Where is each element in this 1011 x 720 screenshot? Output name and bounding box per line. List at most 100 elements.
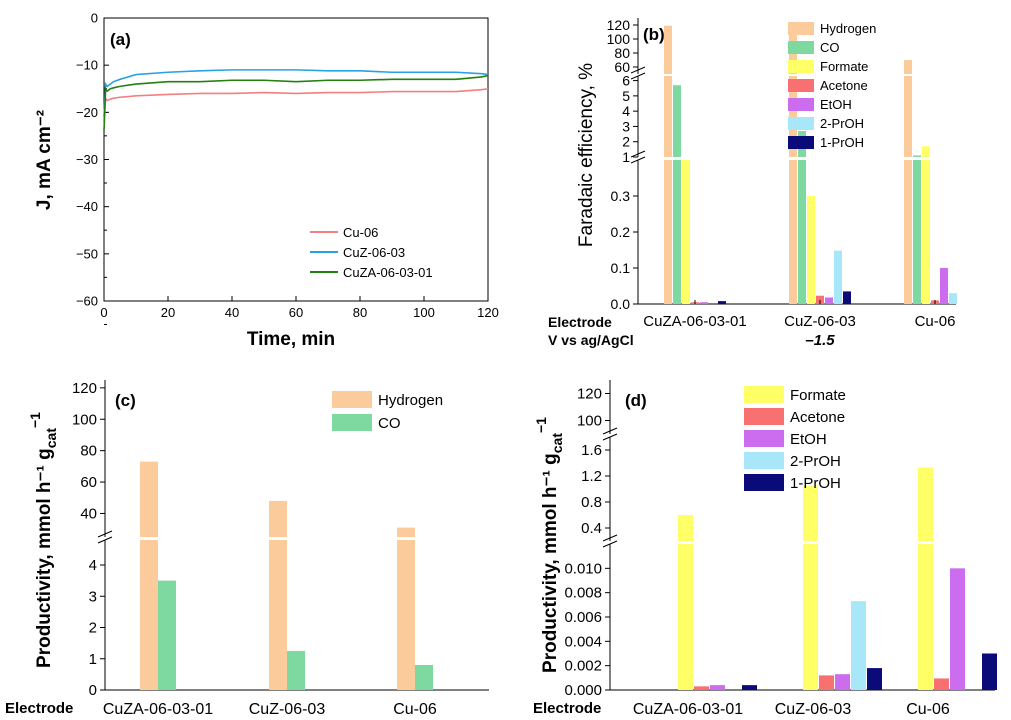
x-tick-label: 60 xyxy=(289,305,303,320)
y-tick-label: 3 xyxy=(89,588,97,605)
category-label: CuZA-06-03-01 xyxy=(643,313,746,330)
y-tick-label: 80 xyxy=(80,443,97,460)
bar-EtOH xyxy=(710,685,725,690)
bar-EtOH xyxy=(835,674,850,690)
axis-break-mark xyxy=(97,536,113,544)
panel-label: (c) xyxy=(115,391,136,410)
category-label: CuZ-06-03 xyxy=(249,701,326,718)
y-tick-label: 6 xyxy=(622,73,630,89)
y-tick-label: 0.2 xyxy=(611,224,631,240)
y-tick-label: 120 xyxy=(72,380,97,397)
y-tick-label: 100 xyxy=(577,413,602,430)
row-label: Electrode xyxy=(548,314,612,330)
y-tick-label: −20 xyxy=(76,105,98,120)
y-tick-label: 100 xyxy=(72,411,97,428)
y-axis-title: J, mA cm⁻² xyxy=(34,110,55,210)
legend-label: 1-PrOH xyxy=(790,475,841,492)
bar-2-PrOH xyxy=(949,293,957,304)
x-tick-label: 40 xyxy=(225,305,239,320)
break-gap xyxy=(787,157,857,160)
axis-break-mark xyxy=(97,530,113,538)
break-gap xyxy=(676,541,761,544)
bar-Formate xyxy=(682,157,690,304)
y-tick-label: 120 xyxy=(607,17,631,33)
y-tick-label: 0.004 xyxy=(564,633,602,650)
potential-label: –1.5 xyxy=(805,332,835,349)
bar-Acetone xyxy=(934,678,949,690)
break-gap xyxy=(787,74,857,76)
legend-swatch xyxy=(788,117,814,130)
axis-break-mark xyxy=(630,150,646,158)
bar-2-PrOH xyxy=(851,601,866,690)
bar-EtOH xyxy=(950,568,965,690)
legend-label: 1-PrOH xyxy=(820,135,864,150)
bar-EtOH xyxy=(700,302,708,304)
bar-1-PrOH xyxy=(982,653,997,690)
legend-swatch xyxy=(788,79,814,92)
bar-Hydrogen xyxy=(664,25,672,304)
y-tick-label: 0.006 xyxy=(564,609,602,626)
row-label: Electrode xyxy=(5,700,73,717)
legend-swatch xyxy=(744,474,784,491)
legend-label: 2-PrOH xyxy=(790,453,841,470)
category-label: Cu-06 xyxy=(915,313,956,330)
bar-Acetone xyxy=(816,295,824,304)
y-tick-label: 2 xyxy=(622,134,630,150)
axis-break-mark xyxy=(602,433,618,441)
y-tick-label: 4 xyxy=(622,103,630,119)
series-line-CuZ-06-03 xyxy=(103,69,489,118)
y-tick-label: 3 xyxy=(622,118,630,134)
y-tick-label: 60 xyxy=(80,474,97,491)
bar-Hydrogen xyxy=(269,500,287,690)
bar-1-PrOH xyxy=(742,685,757,690)
y-tick-label: 120 xyxy=(577,386,602,403)
bar-1-PrOH xyxy=(867,668,882,690)
plot-frame xyxy=(103,17,489,302)
bar-Acetone xyxy=(819,675,834,690)
axis-break-mark xyxy=(602,534,618,542)
x-tick-label: 80 xyxy=(353,305,367,320)
legend-swatch xyxy=(744,408,784,425)
category-label: CuZA-06-03-01 xyxy=(103,701,213,718)
legend-label: Hydrogen xyxy=(820,21,876,36)
y-axis-title: Faradaic efficiency, % xyxy=(576,63,597,247)
legend-swatch xyxy=(332,414,372,431)
legend-label: Hydrogen xyxy=(378,392,443,409)
legend-label: Formate xyxy=(820,59,868,74)
y-tick-label: −40 xyxy=(76,199,98,214)
y-axis-title-sub: cat xyxy=(43,428,59,449)
y-tick-label: 40 xyxy=(80,505,97,522)
bar-Hydrogen xyxy=(140,461,158,690)
y-axis-title-main: Productivity, mmol h⁻¹ g xyxy=(540,453,561,673)
legend-label: CO xyxy=(378,415,401,432)
axis-break-mark xyxy=(602,427,618,435)
bar-CO xyxy=(158,580,176,690)
y-axis-title-sub: cat xyxy=(549,433,565,454)
y-tick-label: 0.002 xyxy=(564,658,602,675)
y-tick-label: −10 xyxy=(76,58,98,73)
panel-label: (a) xyxy=(110,30,131,49)
bar-CO xyxy=(798,131,806,304)
axis-break-mark xyxy=(630,156,646,164)
y-tick-label: 0 xyxy=(89,682,97,699)
bar-CO xyxy=(415,665,433,690)
category-label: Cu-06 xyxy=(393,701,437,718)
series-line-Cu-06 xyxy=(103,87,489,122)
x-tick-label: 0 xyxy=(100,305,107,320)
break-gap xyxy=(662,157,732,160)
legend-label: Cu-06 xyxy=(343,225,378,240)
y-tick-label: 0 xyxy=(91,11,98,26)
y-tick-label: 4 xyxy=(89,557,97,574)
break-gap xyxy=(916,541,1001,544)
y-axis-title: Productivity, mmol h⁻¹ gcat−1 xyxy=(27,412,59,668)
legend-swatch xyxy=(332,391,372,408)
legend-swatch xyxy=(744,430,784,447)
bar-Formate xyxy=(803,485,818,690)
panel-label: (d) xyxy=(625,391,647,410)
y-tick-label: 0.8 xyxy=(581,494,602,511)
y-tick-label: 5 xyxy=(622,88,630,104)
row-label: V vs ag/AgCl xyxy=(548,332,634,348)
bar-1-PrOH xyxy=(843,291,851,304)
y-tick-label: 0.3 xyxy=(611,188,631,204)
